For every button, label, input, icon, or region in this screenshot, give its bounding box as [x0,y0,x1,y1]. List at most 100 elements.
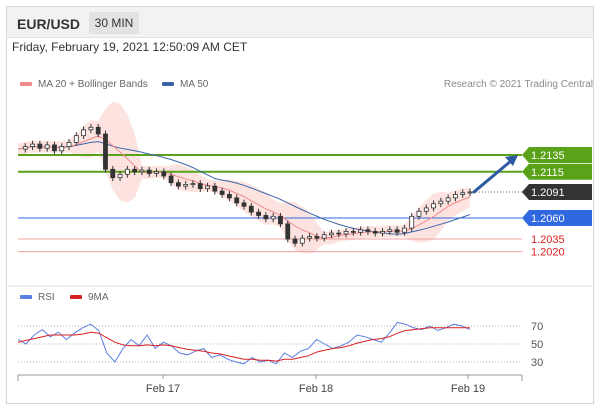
candle-body [416,210,422,217]
legend-swatch [70,295,82,300]
level-tag-1.2115 [522,163,592,180]
candle-body [380,231,385,234]
candle-body [467,191,473,194]
legend-rsi: RSI [20,292,55,303]
legend-label: MA 20 + Bollinger Bands [38,79,148,90]
research-credit: Research © 2021 Trading Central [443,79,593,90]
candle-body [270,215,276,220]
candle-body [139,169,145,173]
candle-body [329,232,334,236]
candle-body [423,207,429,212]
ma20-line [17,135,471,239]
chart-timestamp: Friday, February 19, 2021 12:50:09 AM CE… [12,40,248,54]
candle-body [321,234,327,239]
candle-body [154,171,159,174]
candle-body [358,229,364,233]
candle-body [438,200,444,205]
candle-body [161,171,167,177]
candle-body [256,211,261,216]
legend-swatch [162,82,174,87]
candle-body [110,168,116,179]
candle-body [73,135,79,143]
candle-body [124,168,130,175]
rsi-9ma-line [17,327,470,362]
x-tick-label: Feb 18 [299,383,333,395]
candle-body [292,238,298,244]
candle-body [81,129,87,137]
legend-label: 9MA [88,292,109,303]
level-label-1.2115: 1.2115 [531,167,564,179]
legend-ma50: MA 50 [162,79,208,90]
level-label-1.2135: 1.2135 [531,150,565,162]
level-label-1.2060: 1.2060 [531,213,565,225]
bollinger-band-area [18,101,470,254]
candle-body [263,215,269,220]
level-label-1.2020: 1.2020 [531,247,565,259]
candle-body [52,144,57,152]
legend-label: RSI [38,292,55,303]
currency-pair: EUR/USD [17,16,81,32]
candle-body [401,227,407,233]
rsi-line [17,321,471,365]
candle-body [212,185,218,192]
candle-body [278,215,283,225]
level-label-1.2091: 1.2091 [531,187,565,199]
rsi-tick-label: 50 [531,339,543,351]
candle-body [234,197,240,204]
candle-body [336,232,342,235]
ma50-line [17,141,471,235]
candle-body [299,237,305,244]
trend-arrow-shaft [472,158,514,194]
candle-body [219,190,225,195]
candle-body [88,126,94,131]
candle-body [22,146,28,150]
candle-body [227,194,232,199]
trend-arrow-head [505,155,518,166]
level-tag-1.2060 [522,210,592,226]
legend-label: MA 50 [180,79,209,90]
candle-body [314,236,320,239]
candle-body [409,215,415,229]
candle-body [350,231,356,233]
level-tag-1.2135 [522,147,592,163]
candle-body [183,183,189,187]
candle-body [205,185,210,190]
candle-body [103,133,108,170]
legend-swatch [20,82,32,87]
legend-9ma: 9MA [70,292,109,303]
chart-card: EUR/USD 30 MIN [6,6,594,404]
rsi-tick-label: 70 [531,321,543,333]
candle-body [365,229,371,232]
legend-bollinger: MA 20 + Bollinger Bands [20,79,148,90]
rsi-tick-label: 30 [531,357,543,369]
candle-body [190,183,196,185]
candle-body [44,144,50,149]
x-tick-label: Feb 17 [146,383,180,395]
candle-body [30,143,35,148]
candle-body [59,146,65,152]
candle-body [146,169,152,174]
candle-body [66,141,72,147]
legend-swatch [20,295,32,300]
candle-body [307,236,313,239]
candle-body [394,229,400,233]
x-tick-label: Feb 19 [451,383,485,395]
candle-body [248,205,254,213]
candle-body [95,126,101,135]
level-label-1.2035: 1.2035 [531,234,565,246]
candle-body [387,229,393,232]
candle-body [460,192,466,195]
timeframe-badge[interactable]: 30 MIN [89,12,139,34]
chart-header: EUR/USD 30 MIN [7,7,593,38]
candle-body [445,197,451,202]
candle-body [117,173,123,179]
candle-body [343,231,349,235]
candle-body [197,183,203,189]
candle-body [372,231,378,234]
candle-body [453,194,458,199]
candle-body [37,143,43,149]
candle-body [241,202,247,207]
candle-body [175,182,181,187]
candle-body [285,223,291,240]
